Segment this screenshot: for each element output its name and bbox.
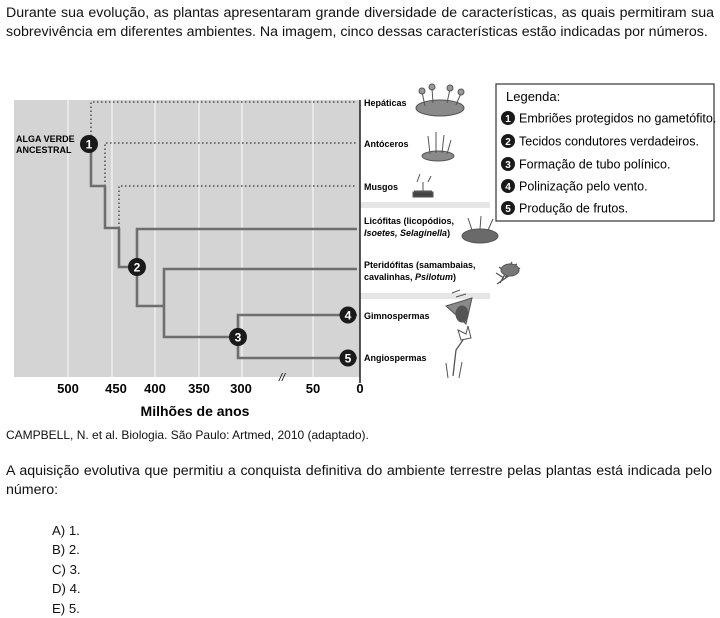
node-3: 3 xyxy=(229,328,247,346)
taxon-label-pteridofitas: cavalinhas, Psilotum) xyxy=(364,272,456,282)
root-label: ALGA VERDE xyxy=(16,134,75,144)
lycophyte-sketch xyxy=(462,216,498,243)
legend: Legenda: 1 Embriões protegidos no gametó… xyxy=(496,84,716,221)
legend-item: 1 Embriões protegidos no gametófito. xyxy=(501,111,716,126)
legend-box xyxy=(496,84,714,221)
taxon-label-gimnospermas: Gimnospermas xyxy=(364,311,430,321)
option-d[interactable]: D) 4. xyxy=(52,579,81,598)
legend-item: 3 Formação de tubo polínico. xyxy=(501,157,670,172)
axis-title: Milhões de anos xyxy=(141,403,250,419)
svg-text:4: 4 xyxy=(345,309,352,323)
hornwort-sketch xyxy=(422,132,454,161)
svg-text:Tecidos condutores verdadeiros: Tecidos condutores verdadeiros. xyxy=(519,135,699,149)
node-1: 1 xyxy=(80,135,98,153)
moss-sketch xyxy=(413,174,433,197)
taxon-label-pteridofitas: Pteridófitas (samambaias, xyxy=(364,260,476,270)
phylogeny-diagram: 1 2 3 4 5 ALGA VERDE ANCESTRAL Hepáticas… xyxy=(0,78,720,423)
option-c[interactable]: C) 3. xyxy=(52,560,81,579)
svg-text:5: 5 xyxy=(505,204,511,215)
svg-text:Embriões protegidos no gametóf: Embriões protegidos no gametófito. xyxy=(519,112,716,126)
band-divider xyxy=(360,202,490,208)
axis-tick-label: 450 xyxy=(105,381,127,396)
root-label: ANCESTRAL xyxy=(16,145,72,155)
svg-text:Formação de tubo polínico.: Formação de tubo polínico. xyxy=(519,158,670,172)
node-4: 4 xyxy=(340,307,357,324)
svg-text:5: 5 xyxy=(345,352,352,366)
node-2: 2 xyxy=(128,258,146,276)
axis-tick-label: 350 xyxy=(188,381,210,396)
legend-item: 5 Produção de frutos. xyxy=(501,201,628,216)
taxon-label-licofitas: Licófitas (licopódios, xyxy=(364,216,454,226)
svg-text:1: 1 xyxy=(505,114,511,125)
intro-text: Durante sua evolução, as plantas apresen… xyxy=(6,4,714,42)
flower-sketch xyxy=(446,326,471,378)
liverwort-sketch xyxy=(416,84,464,116)
axis-tick-label: 50 xyxy=(306,381,320,396)
axis-tick-label: 400 xyxy=(144,381,166,396)
axis-break-symbol: // xyxy=(278,372,286,384)
taxon-label-musgos: Musgos xyxy=(364,182,398,192)
fern-sketch xyxy=(496,262,520,284)
svg-text:4: 4 xyxy=(505,182,511,193)
svg-text:1: 1 xyxy=(86,138,93,152)
figure-caption: CAMPBELL, N. et al. Biologia. São Paulo:… xyxy=(6,428,369,442)
question-text: A aquisição evolutiva que permitiu a con… xyxy=(6,462,712,500)
taxon-label-antoceros: Antóceros xyxy=(364,139,409,149)
legend-item: 4 Polinização pelo vento. xyxy=(501,179,648,194)
node-5: 5 xyxy=(340,350,357,367)
taxon-label-hepaticas: Hepáticas xyxy=(364,98,407,108)
axis-tick-label: 300 xyxy=(230,381,252,396)
svg-text:2: 2 xyxy=(505,137,511,148)
legend-title: Legenda: xyxy=(506,89,560,104)
axis-tick-label: 0 xyxy=(356,381,363,396)
legend-item: 2 Tecidos condutores verdadeiros. xyxy=(501,134,699,149)
option-b[interactable]: B) 2. xyxy=(52,540,81,559)
phylogeny-figure: 1 2 3 4 5 ALGA VERDE ANCESTRAL Hepáticas… xyxy=(0,78,720,423)
svg-text:3: 3 xyxy=(235,331,242,345)
answer-options: A) 1. B) 2. C) 3. D) 4. E) 5. xyxy=(52,521,81,618)
svg-text:Polinização pelo vento.: Polinização pelo vento. xyxy=(519,180,648,194)
taxon-label-angiospermas: Angiospermas xyxy=(364,353,427,363)
svg-text:2: 2 xyxy=(134,261,141,275)
axis-tick-label: 500 xyxy=(57,381,79,396)
svg-text:3: 3 xyxy=(505,160,511,171)
svg-text:Produção de frutos.: Produção de frutos. xyxy=(519,202,628,216)
option-e[interactable]: E) 5. xyxy=(52,599,81,618)
taxon-label-licofitas: Isoetes, Selaginella) xyxy=(364,228,450,238)
option-a[interactable]: A) 1. xyxy=(52,521,81,540)
